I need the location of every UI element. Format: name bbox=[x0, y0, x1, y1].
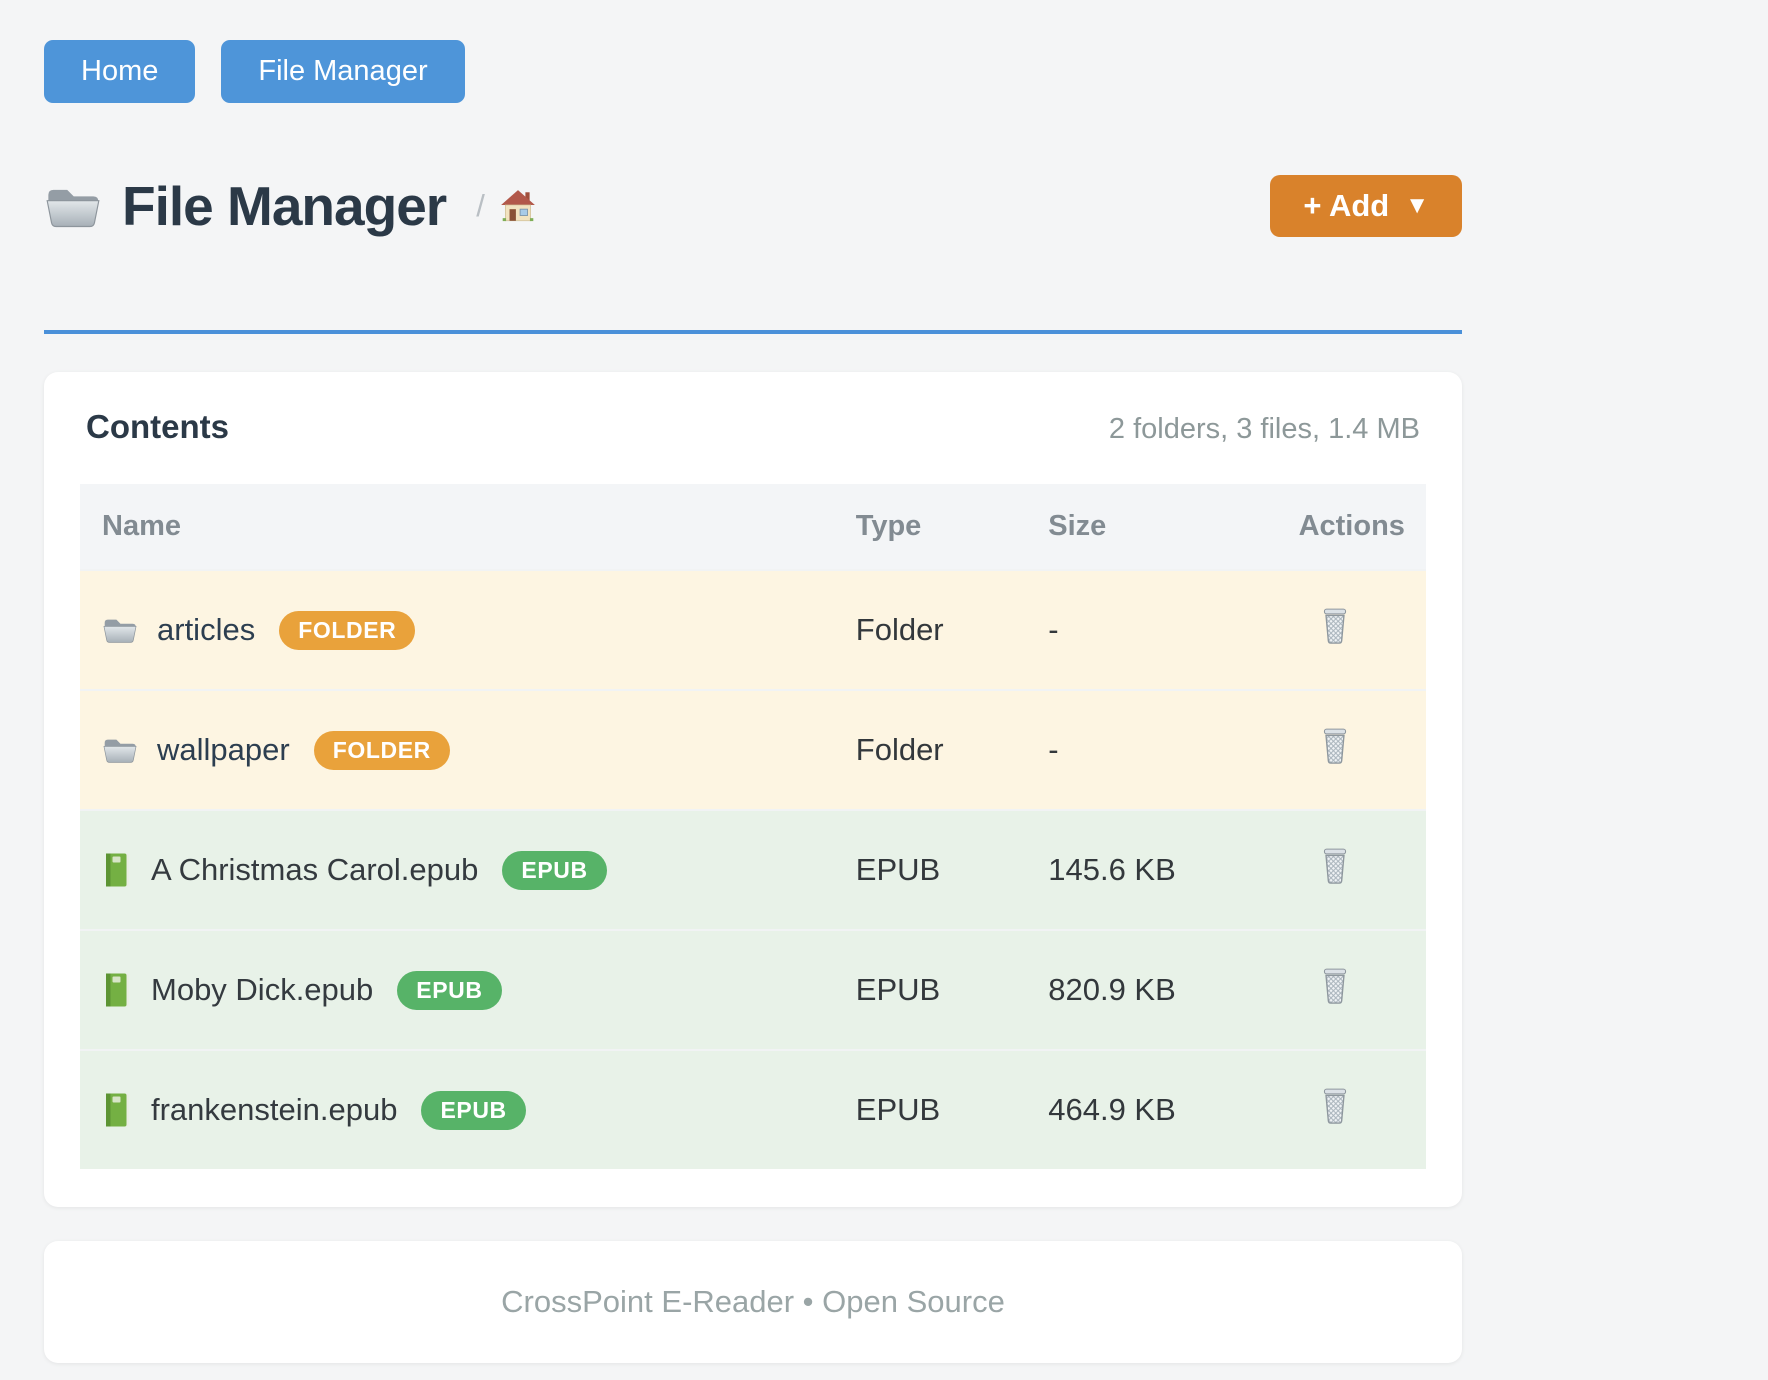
file-badge: FOLDER bbox=[313, 730, 450, 770]
contents-card-header: Contents 2 folders, 3 files, 1.4 MB bbox=[80, 408, 1426, 446]
file-size: 464.9 KB bbox=[1026, 1049, 1277, 1169]
delete-button[interactable] bbox=[1319, 727, 1351, 765]
trash-icon bbox=[1319, 727, 1351, 765]
contents-table-body: articles FOLDER Folder - wallpaper FOLDE… bbox=[80, 569, 1426, 1169]
house-icon[interactable] bbox=[499, 188, 537, 224]
files-table: Name Type Size Actions articles FOLDER F… bbox=[80, 484, 1426, 1169]
files-table-header-row: Name Type Size Actions bbox=[80, 484, 1426, 570]
column-header-type: Type bbox=[833, 484, 1027, 570]
breadcrumb: / bbox=[476, 188, 537, 224]
nav-button-home[interactable]: Home bbox=[44, 40, 196, 103]
file-type: EPUB bbox=[833, 929, 1027, 1050]
file-badge: FOLDER bbox=[279, 610, 416, 650]
table-row[interactable]: articles FOLDER Folder - bbox=[80, 569, 1426, 690]
content-container: Home File Manager File Manager / + Add ▼ bbox=[44, 0, 1462, 1363]
file-name[interactable]: Moby Dick.epub bbox=[151, 972, 374, 1007]
delete-button[interactable] bbox=[1319, 1087, 1351, 1125]
delete-button[interactable] bbox=[1319, 607, 1351, 645]
delete-button[interactable] bbox=[1319, 847, 1351, 885]
file-type: EPUB bbox=[833, 1049, 1027, 1169]
file-type-icon bbox=[102, 1092, 132, 1128]
add-button-label: + Add bbox=[1303, 188, 1390, 223]
footer-text: CrossPoint E-Reader • Open Source bbox=[501, 1284, 1005, 1319]
file-name-cell: wallpaper FOLDER bbox=[102, 730, 834, 770]
divider bbox=[44, 330, 1462, 334]
file-size: 145.6 KB bbox=[1026, 809, 1277, 930]
file-type: Folder bbox=[833, 569, 1027, 690]
files-table-head: Name Type Size Actions bbox=[80, 484, 1426, 570]
column-header-size: Size bbox=[1026, 484, 1277, 570]
file-type-icon bbox=[102, 734, 138, 766]
file-name-cell: frankenstein.epub EPUB bbox=[102, 1090, 834, 1130]
file-badge: EPUB bbox=[502, 850, 607, 890]
file-type-icon bbox=[102, 852, 132, 888]
file-size: 820.9 KB bbox=[1026, 929, 1277, 1050]
trash-icon bbox=[1319, 1087, 1351, 1125]
trash-icon bbox=[1319, 967, 1351, 1005]
footer: CrossPoint E-Reader • Open Source bbox=[44, 1241, 1462, 1363]
file-name-cell: Moby Dick.epub EPUB bbox=[102, 970, 834, 1010]
contents-summary: 2 folders, 3 files, 1.4 MB bbox=[1108, 413, 1420, 445]
chevron-down-icon: ▼ bbox=[1405, 192, 1429, 219]
file-name[interactable]: wallpaper bbox=[157, 732, 290, 767]
column-header-name: Name bbox=[80, 484, 834, 570]
table-row[interactable]: Moby Dick.epub EPUB EPUB 820.9 KB bbox=[80, 929, 1426, 1050]
column-header-actions: Actions bbox=[1276, 484, 1426, 570]
page-title: File Manager bbox=[122, 174, 447, 237]
table-row[interactable]: wallpaper FOLDER Folder - bbox=[80, 689, 1426, 810]
delete-button[interactable] bbox=[1319, 967, 1351, 1005]
file-name-cell: articles FOLDER bbox=[102, 610, 834, 650]
nav-button-file-manager[interactable]: File Manager bbox=[221, 40, 465, 103]
breadcrumb-separator: / bbox=[476, 188, 485, 223]
table-row[interactable]: frankenstein.epub EPUB EPUB 464.9 KB bbox=[80, 1049, 1426, 1169]
file-badge: EPUB bbox=[397, 970, 502, 1010]
file-type-icon bbox=[102, 614, 138, 646]
file-size: - bbox=[1026, 689, 1277, 810]
folder-icon bbox=[44, 183, 102, 230]
contents-card: Contents 2 folders, 3 files, 1.4 MB Name… bbox=[44, 372, 1462, 1207]
top-nav: Home File Manager bbox=[44, 40, 1462, 103]
trash-icon bbox=[1319, 847, 1351, 885]
file-name[interactable]: A Christmas Carol.epub bbox=[151, 852, 479, 887]
add-button[interactable]: + Add ▼ bbox=[1270, 175, 1462, 237]
file-name-cell: A Christmas Carol.epub EPUB bbox=[102, 850, 834, 890]
file-name[interactable]: articles bbox=[157, 612, 256, 647]
file-type: Folder bbox=[833, 689, 1027, 810]
page-title-group: File Manager / bbox=[44, 176, 1270, 237]
contents-title: Contents bbox=[86, 408, 229, 445]
page-header: File Manager / + Add ▼ bbox=[44, 172, 1462, 240]
file-name[interactable]: frankenstein.epub bbox=[151, 1092, 398, 1127]
trash-icon bbox=[1319, 607, 1351, 645]
file-size: - bbox=[1026, 569, 1277, 690]
file-type: EPUB bbox=[833, 809, 1027, 930]
table-row[interactable]: A Christmas Carol.epub EPUB EPUB 145.6 K… bbox=[80, 809, 1426, 930]
file-type-icon bbox=[102, 972, 132, 1008]
file-badge: EPUB bbox=[421, 1090, 526, 1130]
